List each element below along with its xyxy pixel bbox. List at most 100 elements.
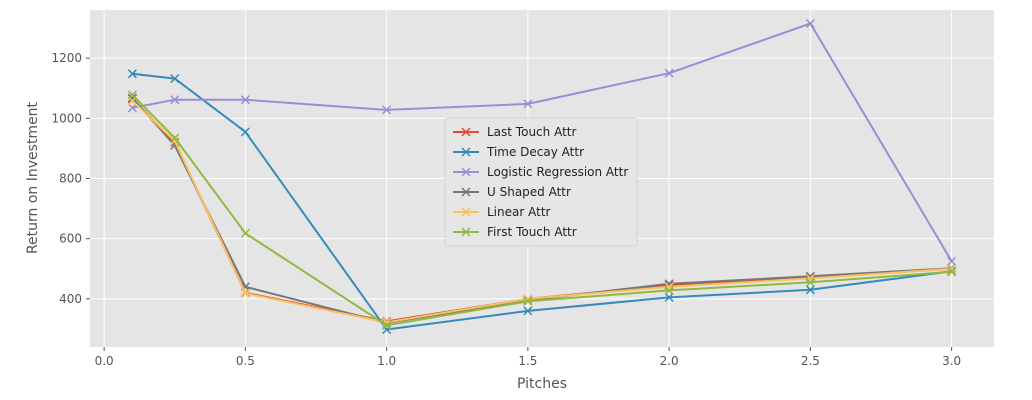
x-tick-label: 2.0 — [660, 354, 679, 368]
marker-stroke — [664, 285, 674, 295]
data-point-marker — [523, 296, 533, 306]
data-point-marker — [170, 133, 180, 143]
legend-item: First Touch Attr — [453, 225, 577, 239]
marker-stroke — [240, 127, 250, 137]
legend-label: First Touch Attr — [487, 225, 577, 239]
marker-stroke — [127, 93, 137, 103]
y-tick-label: 1000 — [51, 111, 82, 125]
marker-stroke — [382, 320, 392, 330]
marker-stroke — [382, 317, 392, 327]
data-point-marker — [127, 90, 137, 100]
legend-item: U Shaped Attr — [453, 185, 571, 199]
data-point-marker — [805, 277, 815, 287]
data-point-marker — [664, 285, 674, 295]
data-point-marker — [664, 292, 674, 302]
marker-stroke — [127, 103, 137, 113]
marker-stroke — [240, 228, 250, 238]
legend-marker — [461, 147, 471, 157]
legend-marker — [461, 167, 471, 177]
x-tick-label: 3.0 — [942, 354, 961, 368]
data-point-marker — [947, 267, 957, 277]
marker-stroke — [170, 95, 180, 105]
legend-marker — [461, 207, 471, 217]
data-point-marker — [127, 93, 137, 103]
series-linear-attr — [127, 96, 957, 327]
data-point-marker — [240, 288, 250, 298]
marker-stroke — [382, 105, 392, 115]
series-layer — [127, 19, 957, 335]
data-point-marker — [170, 74, 180, 84]
marker-stroke — [805, 273, 815, 283]
legend-box — [444, 117, 638, 247]
legend-item: Last Touch Attr — [453, 125, 576, 139]
x-tick-label: 2.5 — [801, 354, 820, 368]
marker-stroke — [523, 306, 533, 316]
marker-stroke — [805, 285, 815, 295]
marker-stroke — [170, 133, 180, 143]
legend-label: Linear Attr — [487, 205, 551, 219]
y-tick-label: 400 — [59, 292, 82, 306]
axes: 400 600 800 1000 1200 0.0 0.5 1.0 1.5 2.0 2.5 3.0 — [51, 51, 961, 368]
legend-item: Time Decay Attr — [453, 145, 584, 159]
data-point-marker — [240, 228, 250, 238]
legend-item: Logistic Regression Attr — [453, 165, 628, 179]
data-point-marker — [523, 306, 533, 316]
legend-marker — [461, 227, 471, 237]
series-line — [132, 72, 952, 331]
data-point-marker — [947, 256, 957, 266]
marker-stroke — [240, 95, 250, 105]
legend-label: Time Decay Attr — [486, 145, 584, 159]
x-tick-label: 0.0 — [95, 354, 114, 368]
legend-item: Linear Attr — [453, 205, 551, 219]
marker-stroke — [127, 69, 137, 79]
marker-stroke — [240, 288, 250, 298]
y-tick-label: 800 — [59, 172, 82, 186]
series-line — [131, 100, 952, 324]
data-point-marker — [805, 273, 815, 283]
x-tick-label: 1.0 — [377, 354, 396, 368]
data-point-marker — [170, 95, 180, 105]
series-line — [131, 94, 952, 327]
legend-label: Logistic Regression Attr — [487, 165, 628, 179]
marker-stroke — [382, 325, 392, 335]
legend: Last Touch Attr Time Decay Attr Logistic R… — [444, 117, 638, 247]
data-point-marker — [382, 325, 392, 335]
data-point-marker — [127, 69, 137, 79]
series-line — [132, 22, 953, 262]
marker-stroke — [170, 136, 180, 146]
x-axis-label: Pitches — [517, 376, 567, 392]
legend-marker — [461, 187, 471, 197]
data-point-marker — [805, 19, 815, 29]
marker-stroke — [523, 99, 533, 109]
marker-stroke — [947, 267, 957, 277]
marker-stroke — [523, 296, 533, 306]
marker-stroke — [170, 74, 180, 84]
legend-label: U Shaped Attr — [487, 185, 571, 199]
data-point-marker — [240, 95, 250, 105]
data-point-marker — [523, 99, 533, 109]
y-tick-label: 600 — [59, 232, 82, 246]
data-point-marker — [805, 285, 815, 295]
marker-stroke — [805, 277, 815, 287]
marker-stroke — [947, 256, 957, 266]
y-tick-label: 1200 — [51, 51, 82, 65]
series-first-touch-attr — [127, 90, 957, 330]
marker-stroke — [664, 282, 674, 292]
legend-marker — [461, 127, 471, 137]
data-point-marker — [240, 127, 250, 137]
series-line — [131, 97, 952, 324]
data-point-marker — [382, 320, 392, 330]
marker-stroke — [664, 292, 674, 302]
y-axis-label: Return on Investment — [25, 101, 41, 254]
marker-stroke — [805, 19, 815, 29]
legend-label: Last Touch Attr — [487, 125, 576, 139]
data-point-marker — [382, 105, 392, 115]
data-point-marker — [664, 68, 674, 78]
data-point-marker — [127, 103, 137, 113]
x-tick-label: 0.5 — [236, 354, 255, 368]
marker-stroke — [664, 68, 674, 78]
series-logistic-regression-attr — [127, 19, 957, 266]
marker-stroke — [127, 90, 137, 100]
x-tick-label: 1.5 — [518, 354, 537, 368]
